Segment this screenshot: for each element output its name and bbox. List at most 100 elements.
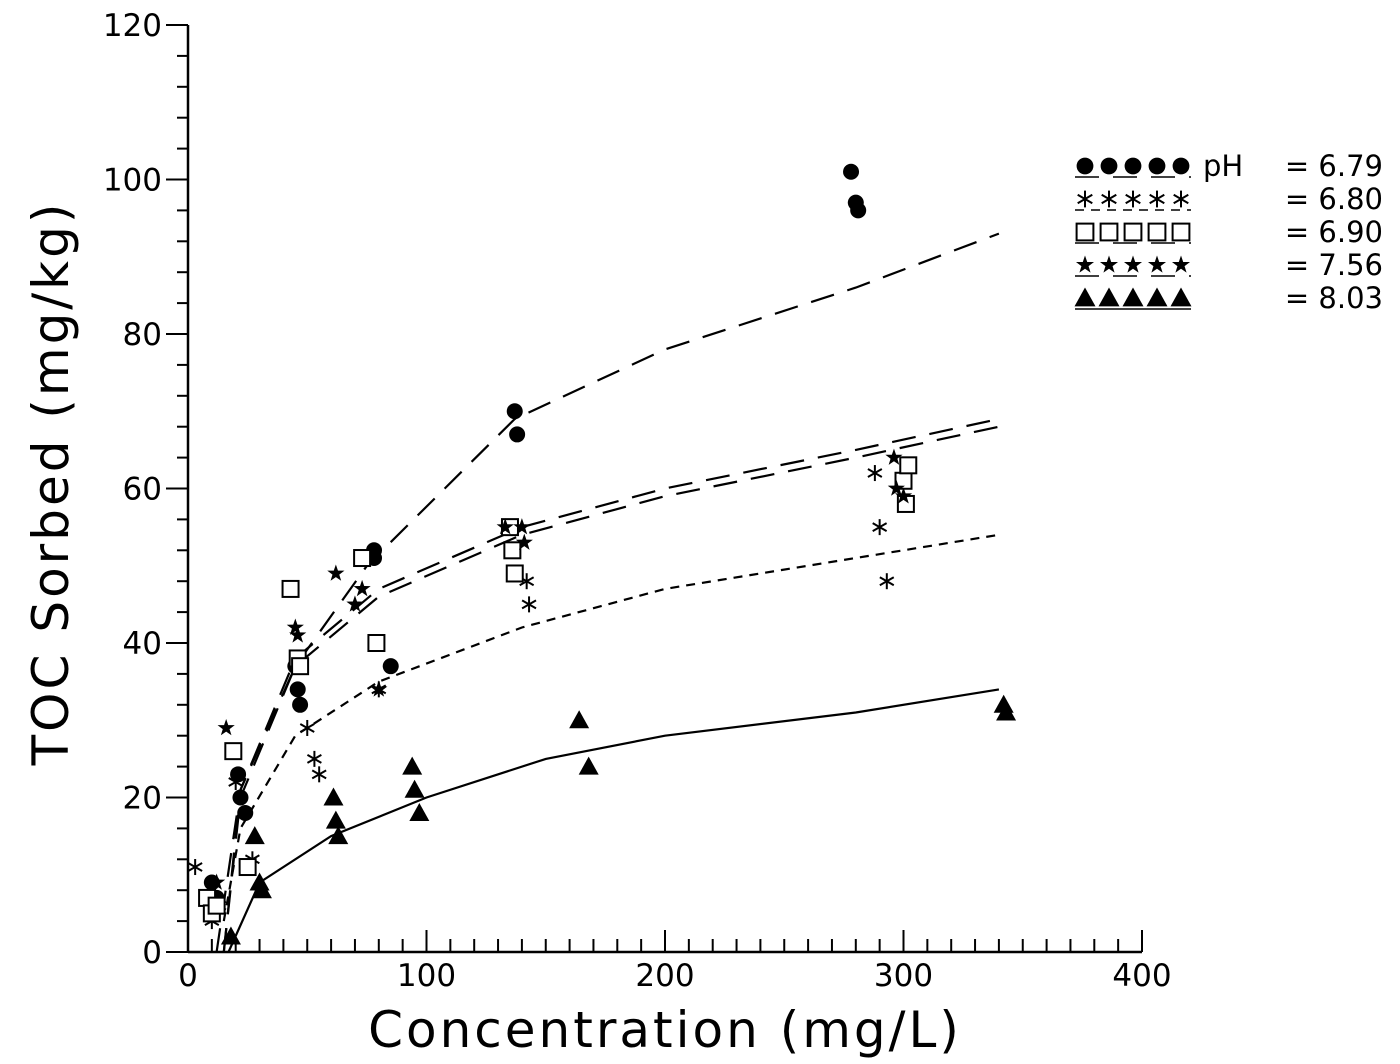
y-tick-label: 20 xyxy=(123,781,162,817)
data-point-triangle-filled xyxy=(328,826,349,845)
data-point-asterisk xyxy=(299,719,315,736)
data-point-circle-filled xyxy=(843,163,860,180)
data-point-star-filled xyxy=(217,718,235,736)
legend-marker-circle-filled xyxy=(1148,157,1166,175)
legend-entry: = 6.79 xyxy=(1075,149,1383,183)
legend-marker-circle-filled xyxy=(1172,157,1190,175)
data-point-square-open xyxy=(238,858,257,877)
legend-marker-square-open xyxy=(1171,222,1191,242)
legend-marker-triangle-filled xyxy=(1122,287,1144,307)
legend-marker-asterisk xyxy=(1173,190,1189,208)
legend-marker-asterisk xyxy=(1125,190,1141,208)
data-point-square-open xyxy=(899,456,918,475)
legend-marker-star-filled xyxy=(1123,255,1143,273)
fit-line-6-90 xyxy=(222,425,1000,953)
data-point-square-open xyxy=(505,564,524,583)
legend-marker-star-filled xyxy=(1099,255,1119,273)
legend-label: = 6.79 xyxy=(1285,149,1383,183)
legend-ph-label: pH xyxy=(1203,149,1243,183)
legend-marker-triangle-filled xyxy=(1146,287,1168,307)
legend-label: = 7.56 xyxy=(1285,248,1383,282)
legend: = 6.79= 6.80= 6.90= 7.56= 8.03 pH xyxy=(1074,149,1383,315)
data-point-triangle-filled xyxy=(569,710,590,729)
legend-label: = 6.80 xyxy=(1285,182,1383,216)
x-tick-label: 100 xyxy=(397,958,456,994)
data-point-circle-filled xyxy=(850,202,867,219)
x-tick-label: 200 xyxy=(635,958,694,994)
data-point-square-open xyxy=(503,541,522,560)
data-point-square-open xyxy=(281,579,300,598)
data-point-asterisk xyxy=(872,519,888,536)
legend-entry: = 7.56 xyxy=(1075,248,1383,282)
data-point-asterisk xyxy=(228,774,244,791)
legend-marker-star-filled xyxy=(1075,255,1095,273)
legend-entry: = 6.90 xyxy=(1075,215,1383,249)
data-point-square-open xyxy=(224,742,243,761)
legend-marker-circle-filled xyxy=(1124,157,1142,175)
data-point-circle-filled xyxy=(237,804,254,821)
legend-marker-square-open xyxy=(1123,222,1143,242)
legend-marker-square-open xyxy=(1147,222,1167,242)
legend-marker-star-filled xyxy=(1147,255,1167,273)
data-point-triangle-filled xyxy=(220,926,241,945)
fit-lines xyxy=(215,232,1000,953)
data-point-circle-filled xyxy=(292,696,309,713)
data-points xyxy=(187,163,1017,945)
legend-marker-triangle-filled xyxy=(1074,287,1096,307)
x-tick-label: 400 xyxy=(1112,958,1171,994)
data-point-circle-filled xyxy=(506,403,523,420)
data-point-circle-filled xyxy=(232,789,249,806)
data-point-star-filled xyxy=(327,564,345,581)
data-point-triangle-filled xyxy=(325,810,346,829)
data-point-square-open xyxy=(353,549,372,568)
data-point-asterisk xyxy=(521,596,537,613)
legend-entry: = 6.80 xyxy=(1075,182,1383,216)
fit-line-8-03 xyxy=(227,688,1000,953)
data-point-circle-filled xyxy=(289,681,306,698)
data-point-triangle-filled xyxy=(996,702,1017,721)
axes: 0 100 200 300 400 0 20 40 60 80 100 120 xyxy=(103,8,1172,994)
y-tick-label: 0 xyxy=(142,935,162,971)
legend-marker-triangle-filled xyxy=(1098,287,1120,307)
legend-marker-square-open xyxy=(1099,222,1119,242)
legend-marker-asterisk xyxy=(1101,190,1117,208)
data-point-triangle-filled xyxy=(244,826,265,845)
legend-marker-triangle-filled xyxy=(1170,287,1192,307)
x-tick-label: 0 xyxy=(178,958,198,994)
legend-label: = 6.90 xyxy=(1285,215,1383,249)
legend-marker-circle-filled xyxy=(1076,157,1094,175)
data-point-square-open xyxy=(207,896,226,915)
y-tick-label: 120 xyxy=(103,8,162,44)
data-point-triangle-filled xyxy=(251,880,272,899)
legend-marker-asterisk xyxy=(1077,190,1093,208)
fit-line-6-79 xyxy=(215,232,1000,953)
data-point-asterisk xyxy=(311,766,327,783)
fit-line-7-56 xyxy=(222,417,1000,953)
data-point-triangle-filled xyxy=(402,756,423,775)
y-tick-label: 40 xyxy=(123,626,162,662)
data-point-star-filled xyxy=(289,626,307,643)
y-tick-label: 100 xyxy=(103,163,162,199)
data-point-triangle-filled xyxy=(323,787,344,806)
legend-marker-star-filled xyxy=(1171,255,1191,273)
data-point-triangle-filled xyxy=(578,756,599,775)
y-axis-label: TOC Sorbed (mg/kg) xyxy=(22,201,80,767)
data-point-triangle-filled xyxy=(409,802,430,821)
legend-marker-square-open xyxy=(1075,222,1095,242)
data-point-circle-filled xyxy=(509,426,526,443)
legend-label: = 8.03 xyxy=(1285,281,1383,315)
legend-marker-asterisk xyxy=(1149,190,1165,208)
y-tick-label: 60 xyxy=(123,472,162,508)
data-point-square-open xyxy=(367,634,386,652)
data-point-asterisk xyxy=(306,750,322,767)
data-point-triangle-filled xyxy=(404,779,425,798)
legend-entry: = 8.03 xyxy=(1074,281,1383,315)
x-tick-label: 300 xyxy=(874,958,933,994)
y-tick-label: 80 xyxy=(123,317,162,353)
data-point-circle-filled xyxy=(382,658,399,675)
data-point-asterisk xyxy=(187,859,203,876)
data-point-asterisk xyxy=(867,465,883,482)
data-point-asterisk xyxy=(879,573,895,590)
legend-marker-circle-filled xyxy=(1100,157,1118,175)
